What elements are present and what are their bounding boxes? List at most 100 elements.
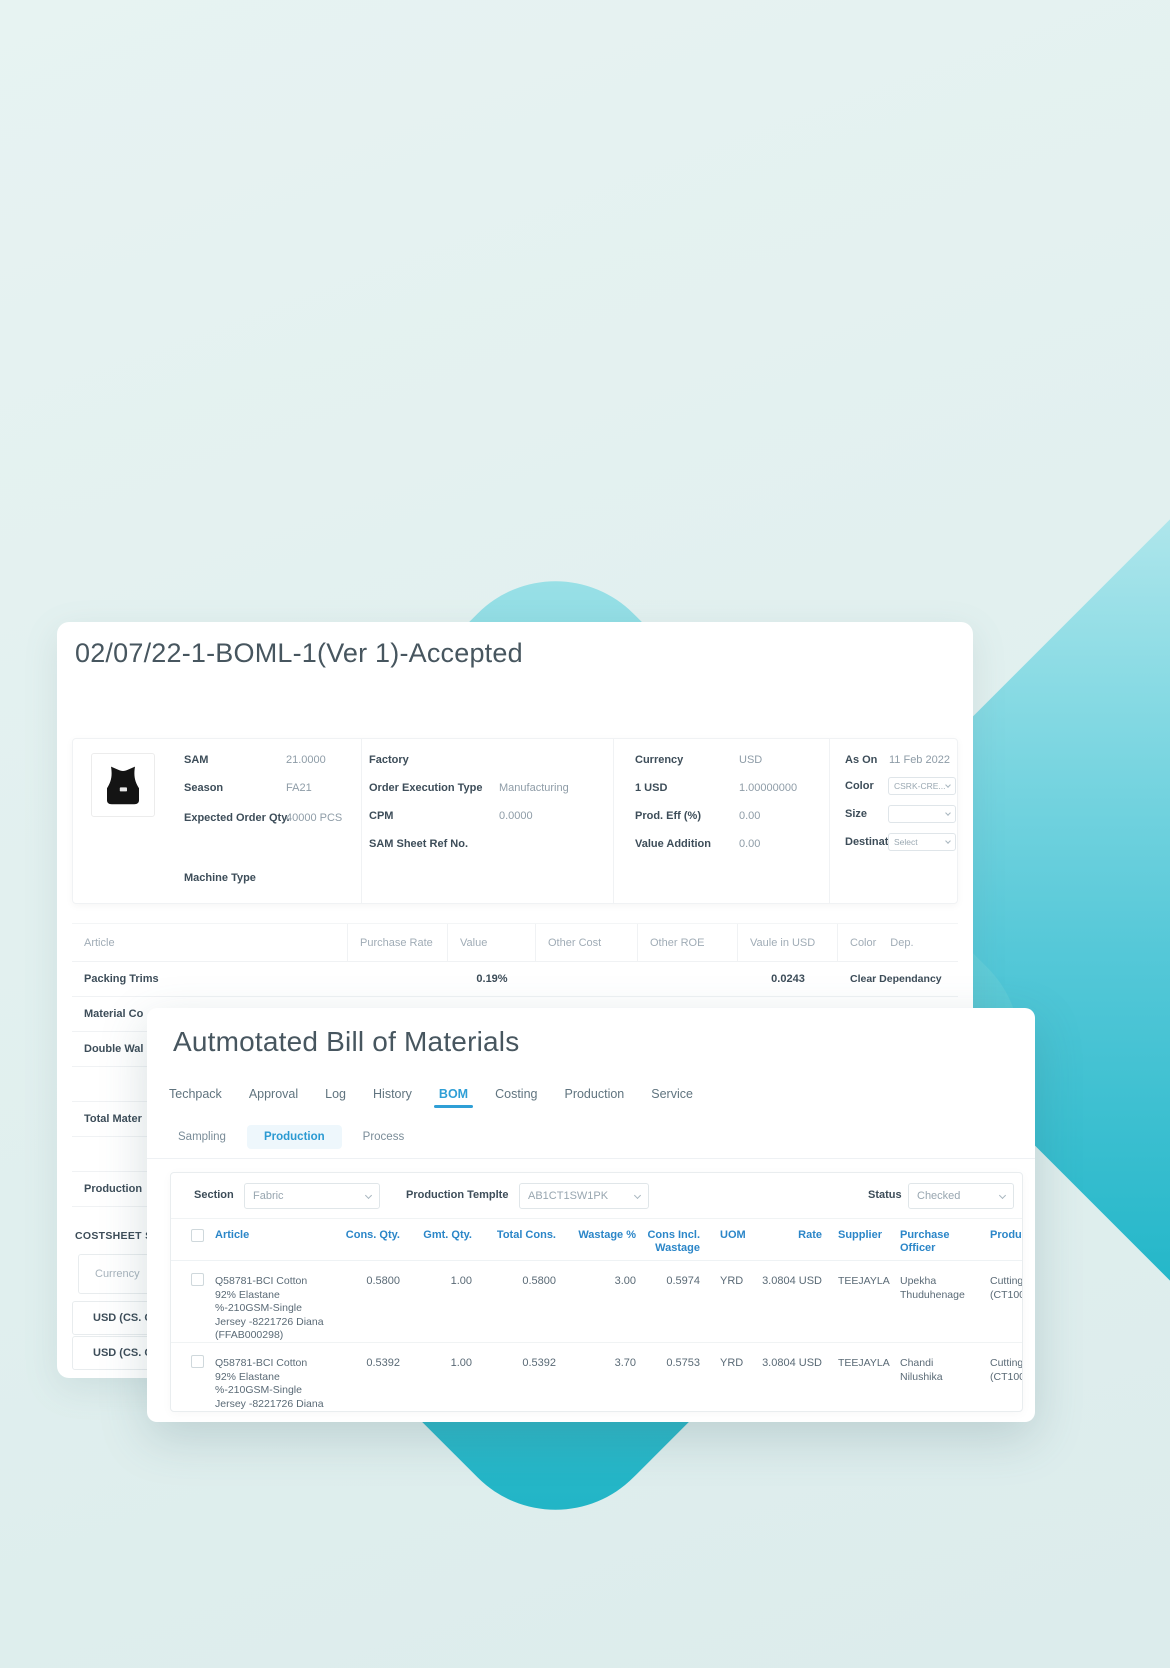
column-header: Total Cons. [496,1229,556,1241]
cons-incl-wastage-cell: 0.5753 [666,1357,700,1369]
column-header: Purchase Rate [348,924,448,961]
bom-table: Article Cons. Qty. Gmt. Qty. Total Cons.… [171,1219,1023,1411]
bom-title: Autmotated Bill of Materials [173,1026,520,1057]
row-checkbox[interactable] [191,1273,204,1286]
column-header: Cons. Qty. [345,1229,400,1241]
tab-techpack[interactable]: Techpack [169,1087,222,1101]
field-value: 40000 PCS [286,812,343,824]
info-column-general: SAM 21.0000 Season FA21 Expected Order Qty… [73,739,362,903]
subtab-sampling[interactable]: Sampling [178,1131,226,1143]
column-header: Cons Incl. Wastage [647,1229,700,1254]
divider [147,1158,1035,1159]
field-label: Color [845,780,874,792]
column-header-dep: Dep. [890,936,914,949]
column-header: Purchase Officer [900,1229,950,1254]
bom-main-tabs: Techpack Approval Log History BOM Costin… [167,1078,695,1110]
tab-log[interactable]: Log [325,1087,347,1101]
field-value: 1.00000000 [739,782,798,794]
info-column-meta: As On 11 Feb 2022 Color CSRK-CRE... Size … [829,739,959,903]
status-label: Status [868,1189,902,1201]
gmt-qty-cell: 1.00 [450,1357,472,1369]
bom-table-panel: Section Fabric Production Templte AB1CT1… [170,1172,1023,1412]
field-label: Value Addition [635,838,711,850]
bom-table-header: Article Cons. Qty. Gmt. Qty. Total Cons.… [171,1219,1022,1261]
production-template-select-value: AB1CT1SW1PK [528,1190,609,1202]
costsheet-summary-heading: COSTSHEET SU [75,1230,161,1242]
status-select[interactable]: Checked [908,1183,1014,1209]
section-select[interactable]: Fabric [244,1183,380,1209]
info-column-factory: Factory Order Execution Type Manufacturin… [361,739,613,903]
costing-sheet-title: 02/07/22-1-BOML-1(Ver 1)-Accepted [75,638,523,668]
size-select[interactable] [888,805,956,823]
tab-bom[interactable]: BOM [433,1087,474,1108]
section-select-value: Fabric [253,1190,284,1202]
column-header: Color Dep. [838,924,958,961]
destination-select-value: Select [894,837,918,847]
production-process-cell: Cutting (CT100001) [990,1357,1023,1383]
column-header: Article [72,924,348,961]
field-value: 0.00 [739,810,761,822]
column-header: Supplier [838,1229,883,1241]
color-select[interactable]: CSRK-CRE... [888,777,956,795]
field-label: Prod. Eff (%) [635,810,701,822]
field-value: 0.0000 [499,810,533,822]
tank-top-icon [107,766,139,805]
field-label: 1 USD [635,782,668,794]
tab-history[interactable]: History [373,1087,412,1101]
chevron-down-icon [945,838,951,844]
currency-select-placeholder: Currency [95,1268,140,1280]
info-column-currency: Currency USD 1 USD 1.00000000 Prod. Eff (%… [613,739,829,903]
production-template-select[interactable]: AB1CT1SW1PK [519,1183,649,1209]
tab-production[interactable]: Production [564,1087,625,1101]
column-header: Value [448,924,536,961]
uom-cell: YRD [720,1357,744,1369]
subtab-production[interactable]: Production [246,1125,342,1149]
color-select-value: CSRK-CRE... [894,781,946,791]
costing-table-header: Article Purchase Rate Value Other Cost O… [72,923,958,962]
field-label: Order Execution Type [369,782,483,794]
wastage-cell: 3.00 [614,1275,636,1287]
chevron-down-icon [945,782,951,788]
bom-sub-tabs: Sampling Production Process [167,1122,415,1152]
row-article: Total Mater [84,1113,142,1125]
production-template-label: Production Templte [406,1189,509,1201]
article-cell: Q58781-BCI Cotton 92% Elastane %-210GSM-… [215,1275,324,1341]
row-article: Material Co [84,1008,144,1020]
destination-select[interactable]: Select [888,833,956,851]
column-header: Other ROE [638,924,738,961]
cons-incl-wastage-cell: 0.5974 [666,1275,700,1287]
wastage-cell: 3.70 [614,1357,636,1369]
section-label: Section [194,1189,234,1201]
row-article: Production [84,1183,143,1195]
product-thumbnail[interactable] [91,753,155,817]
field-label: Expected Order Qty. [184,812,290,824]
bom-table-row[interactable]: Q58781-BCI Cotton 92% Elastane %-210GSM-… [171,1261,1022,1343]
chevron-down-icon [998,1191,1007,1200]
table-row[interactable]: Packing Trims 0.19% 0.0243 Clear Dependa… [72,962,958,997]
select-all-checkbox[interactable] [191,1229,204,1242]
total-cons-cell: 0.5800 [522,1275,556,1287]
tab-approval[interactable]: Approval [248,1087,299,1101]
field-value: 0.00 [739,838,761,850]
field-label: Size [845,808,868,820]
clear-dependancy-link[interactable]: Clear Dependancy [850,973,942,985]
field-value: USD [739,754,763,766]
row-article: Packing Trims [84,973,159,985]
field-label: SAM [184,754,209,766]
field-label: CPM [369,810,394,822]
row-article: Double Wal [84,1043,144,1055]
tab-service[interactable]: Service [651,1087,693,1101]
subtab-process[interactable]: Process [362,1131,405,1143]
row-checkbox[interactable] [191,1355,204,1368]
total-cons-cell: 0.5392 [522,1357,556,1369]
as-on-value: 11 Feb 2022 [889,754,950,766]
field-label: SAM Sheet Ref No. [369,838,469,850]
column-header: Rate [798,1229,822,1241]
bom-filters-row: Section Fabric Production Templte AB1CT1… [171,1173,1022,1219]
column-header: Vaule in USD [738,924,838,961]
bom-table-row[interactable]: Q58781-BCI Cotton 92% Elastane %-210GSM-… [171,1343,1023,1411]
supplier-cell: TEEJAYLA [838,1357,890,1369]
field-value: FA21 [286,782,312,794]
tab-costing[interactable]: Costing [495,1087,538,1101]
